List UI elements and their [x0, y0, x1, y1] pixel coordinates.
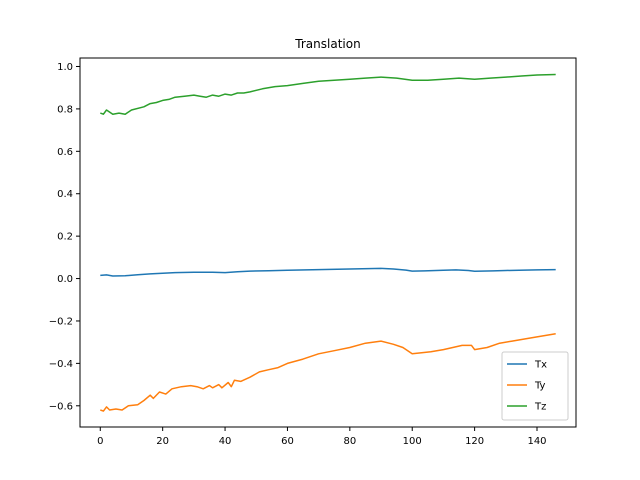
- legend-box: [501, 351, 569, 421]
- chart-title: Translation: [294, 37, 360, 51]
- y-tick-label: 0.6: [57, 147, 73, 158]
- y-tick-label: −0.2: [49, 316, 73, 327]
- legend-label-ty: Ty: [534, 381, 546, 392]
- legend-label-tx: Tx: [534, 360, 547, 371]
- x-tick-label: 80: [343, 436, 356, 447]
- x-tick-label: 20: [156, 436, 169, 447]
- legend: Tx Ty Tz: [501, 351, 569, 421]
- legend-label-tz: Tz: [534, 402, 546, 413]
- series-line-tz: [100, 73, 556, 115]
- x-tick-label: 40: [219, 436, 232, 447]
- x-tick-label: 100: [403, 436, 422, 447]
- y-tick-label: 0.4: [57, 189, 73, 200]
- x-tick-label: 120: [465, 436, 484, 447]
- y-tick-label: −0.6: [49, 401, 73, 412]
- y-tick-label: 0.0: [57, 274, 73, 285]
- series-lines: [100, 73, 556, 412]
- x-tick-label: 0: [97, 436, 103, 447]
- y-tick-label: 0.8: [57, 104, 73, 115]
- y-axis: −0.6 −0.4 −0.2 0.0 0.2 0.4 0.6 0.8 1.0: [49, 62, 80, 412]
- plot-area: 0 20 40 60 80 100 120 140 −0.6 −0.4 −0.2 0.0 0.2 0.4…: [49, 57, 577, 447]
- series-line-ty: [100, 332, 556, 412]
- axes-frame: [79, 57, 577, 428]
- y-tick-label: −0.4: [49, 359, 73, 370]
- series-line-tx: [100, 267, 556, 277]
- y-tick-label: 1.0: [57, 62, 73, 73]
- x-axis: 0 20 40 60 80 100 120 140: [97, 427, 547, 447]
- x-tick-label: 140: [527, 436, 546, 447]
- x-tick-label: 60: [281, 436, 294, 447]
- y-tick-label: 0.2: [57, 232, 73, 243]
